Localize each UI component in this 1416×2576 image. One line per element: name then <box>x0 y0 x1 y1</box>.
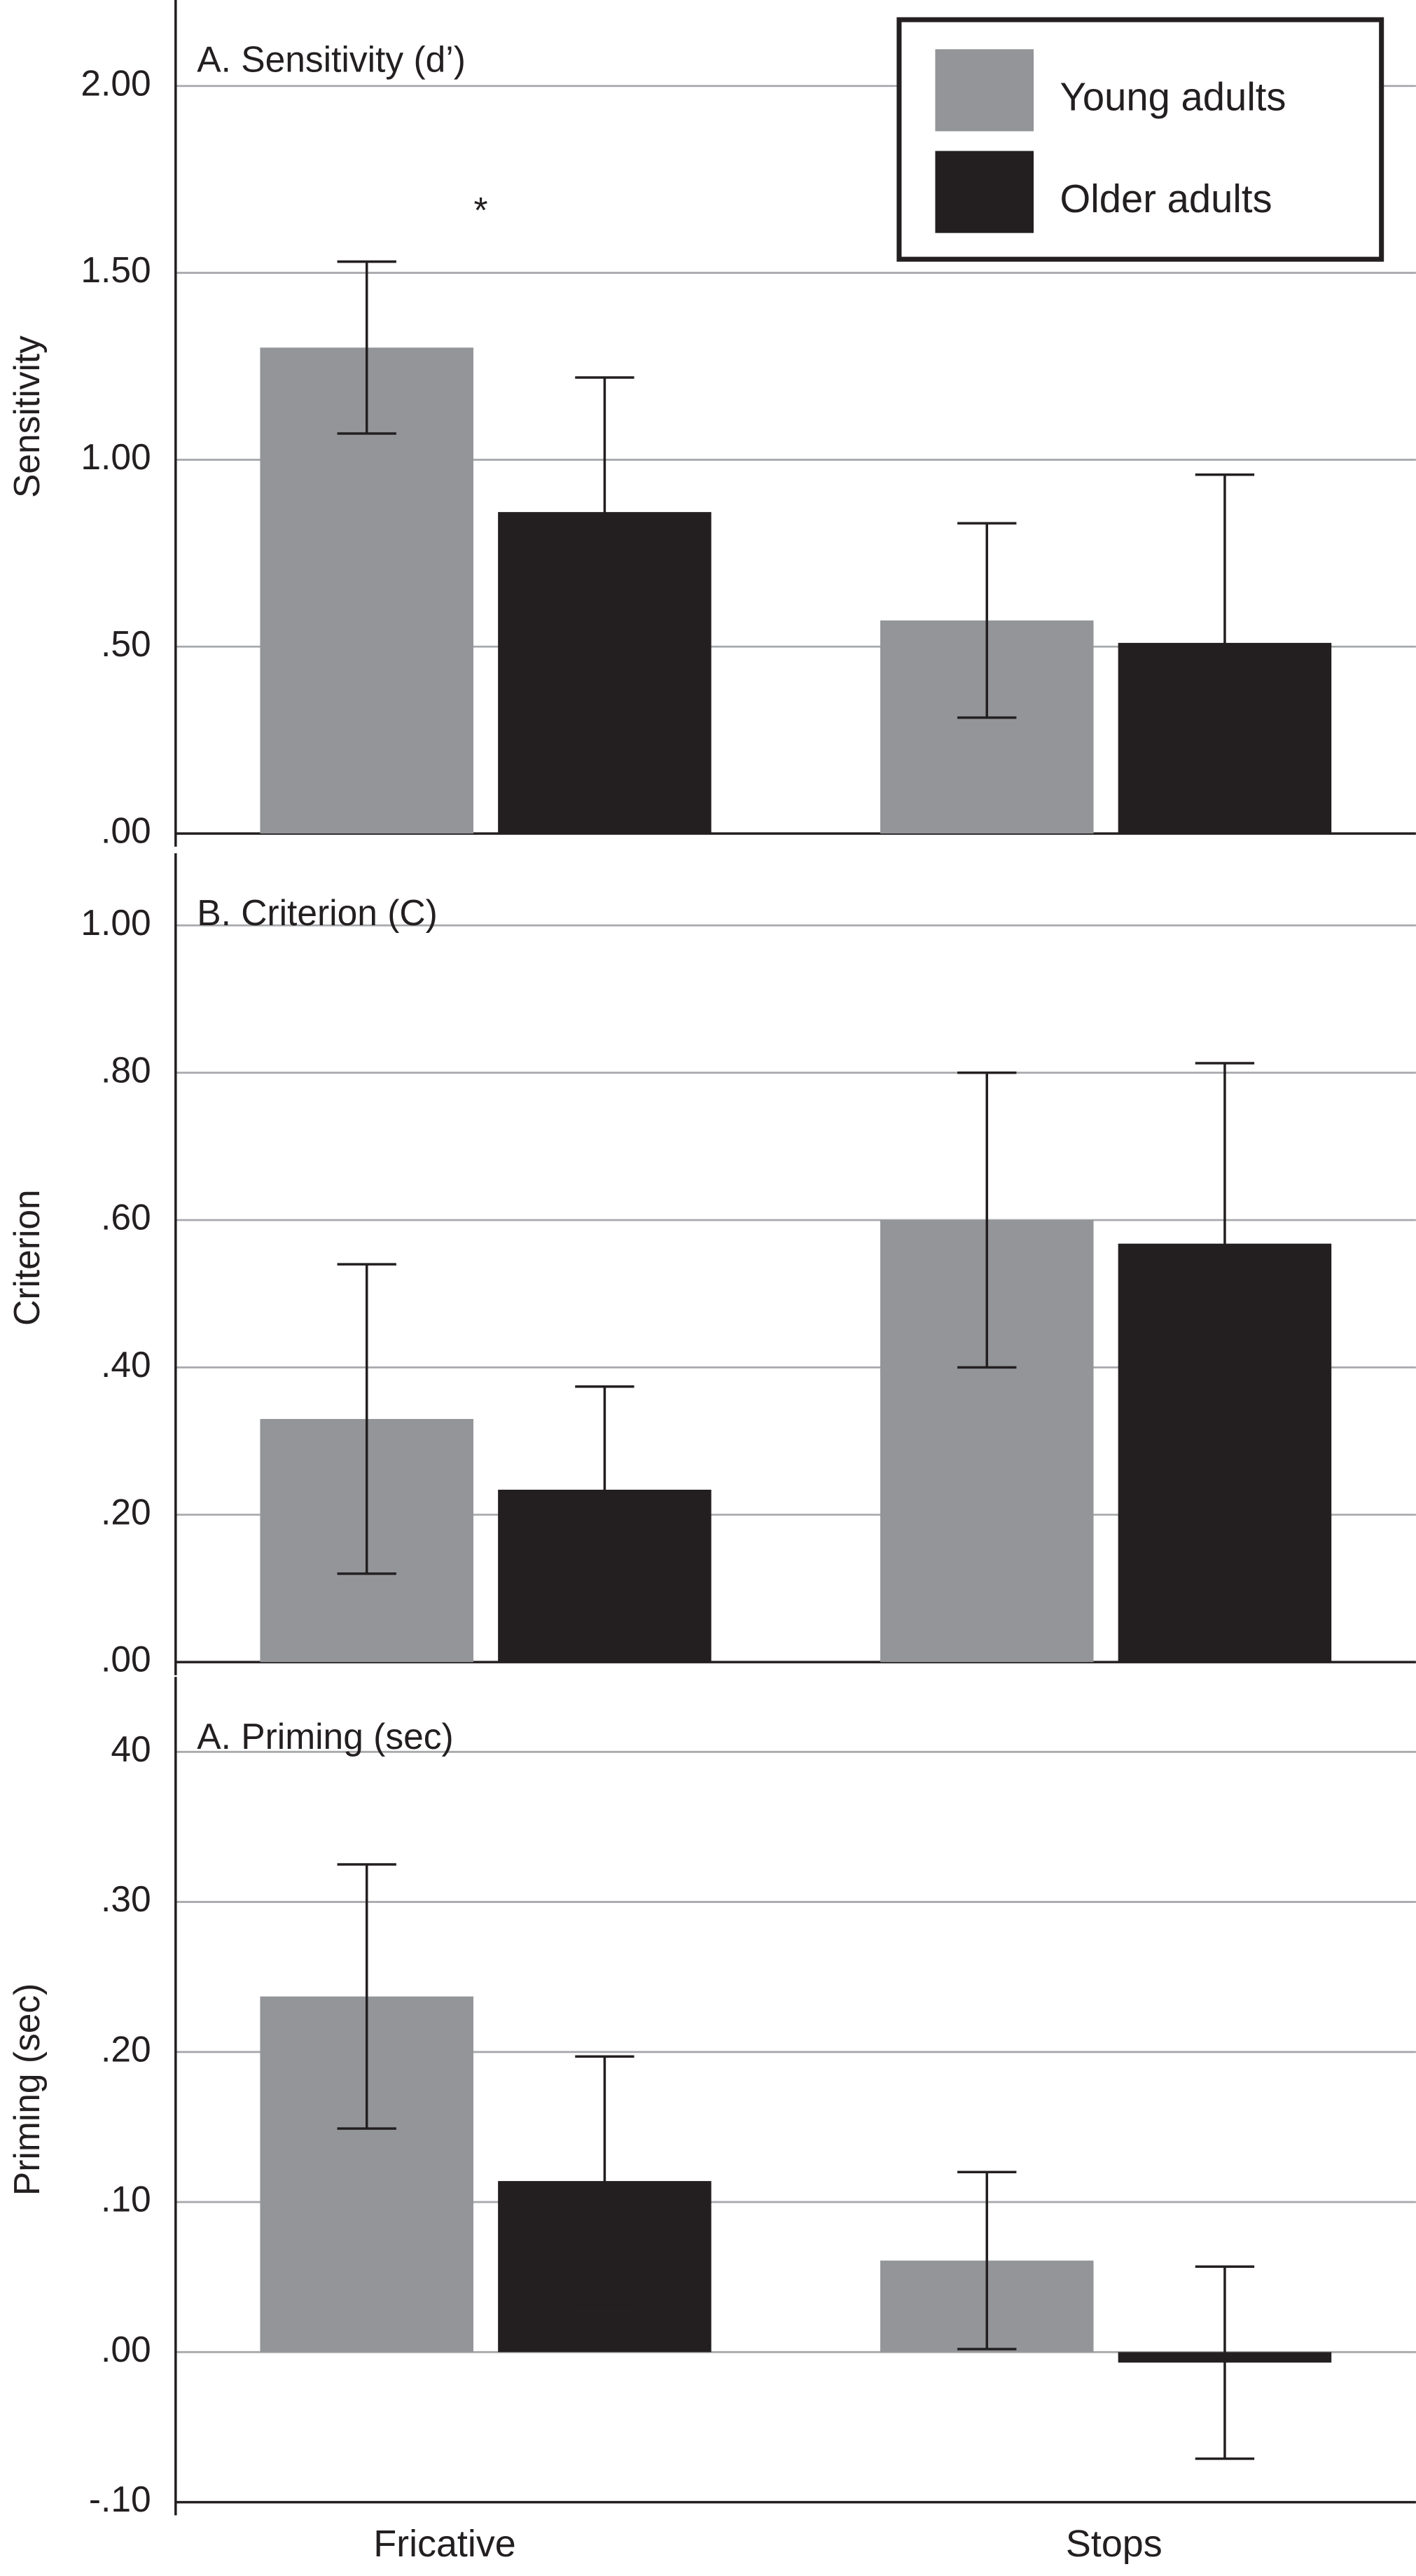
y-tick-label: 1.00 <box>81 436 151 477</box>
x-tick-label: Fricative <box>373 2523 516 2565</box>
legend-swatch <box>935 151 1034 233</box>
y-tick-label: .20 <box>101 2028 151 2069</box>
y-tick-label: .80 <box>101 1049 151 1090</box>
y-tick-label: 1.50 <box>81 249 151 290</box>
y-tick-label: .30 <box>101 1878 151 1919</box>
y-tick-label: .00 <box>101 2329 151 2369</box>
annotation: * <box>474 190 488 230</box>
legend-label: Older adults <box>1060 176 1272 221</box>
legend-label: Young adults <box>1060 75 1286 119</box>
panel-title: A. Priming (sec) <box>197 1716 453 1757</box>
y-tick-label: 2.00 <box>81 62 151 103</box>
panel-title: A. Sensitivity (d’) <box>197 39 466 80</box>
y-tick-label: .20 <box>101 1491 151 1532</box>
y-axis-label: Sensitivity <box>6 335 47 498</box>
y-tick-label: .40 <box>101 1344 151 1385</box>
y-tick-label: 40 <box>111 1729 151 1769</box>
y-axis-label: Criterion <box>6 1189 47 1326</box>
y-tick-label: .60 <box>101 1197 151 1238</box>
legend-swatch <box>935 49 1034 132</box>
y-axis-label: Priming (sec) <box>6 1983 47 2196</box>
panel-title: B. Criterion (C) <box>197 892 437 933</box>
y-tick-label: .00 <box>101 810 151 851</box>
y-tick-label: .00 <box>101 1639 151 1680</box>
y-tick-label: .50 <box>101 623 151 664</box>
y-tick-label: -.10 <box>89 2479 151 2519</box>
y-tick-label: .10 <box>101 2179 151 2220</box>
y-tick-label: 1.00 <box>81 902 151 943</box>
x-tick-label: Stops <box>1066 2523 1162 2565</box>
